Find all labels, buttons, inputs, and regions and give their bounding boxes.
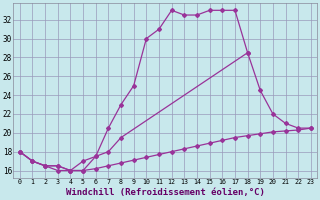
X-axis label: Windchill (Refroidissement éolien,°C): Windchill (Refroidissement éolien,°C): [66, 188, 265, 197]
